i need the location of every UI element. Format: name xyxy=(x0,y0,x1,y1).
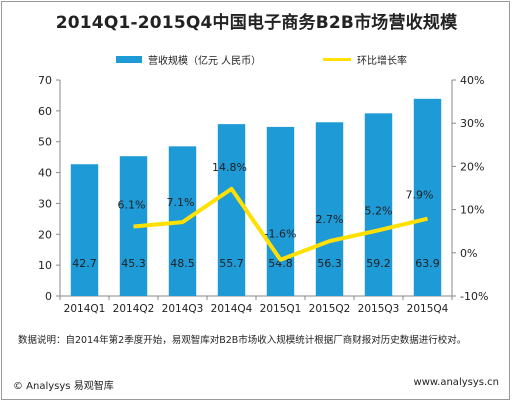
y-right-tick-label: -10% xyxy=(460,290,488,303)
bar-value-label: 48.5 xyxy=(170,257,195,270)
bar-value-label: 55.7 xyxy=(219,257,244,270)
growth-value-label: 7.1% xyxy=(167,196,195,209)
legend-item-growth: 环比增长率 xyxy=(323,52,407,67)
growth-value-label: -1.6% xyxy=(265,228,297,241)
y-left-tick-label: 10 xyxy=(38,259,52,272)
bar-2014Q1 xyxy=(70,164,99,296)
bar-2014Q4 xyxy=(217,124,246,296)
legend-label-revenue: 营收规模（亿元 人民币） xyxy=(148,56,262,67)
growth-value-label: 6.1% xyxy=(118,198,146,211)
x-tick-label: 2014Q4 xyxy=(211,303,253,315)
growth-value-label: 2.7% xyxy=(316,213,344,226)
footer-website: www.analysys.cn xyxy=(413,377,499,388)
bar-value-label: 42.7 xyxy=(72,257,97,270)
bar-value-label: 56.3 xyxy=(317,257,342,270)
bar-2015Q1 xyxy=(266,126,295,296)
bar-2015Q4 xyxy=(413,98,442,296)
bar-value-label: 45.3 xyxy=(121,257,146,270)
y-left-tick-label: 70 xyxy=(38,74,52,87)
y-left-tick-label: 20 xyxy=(38,228,52,241)
y-right-tick-label: 30% xyxy=(460,117,484,130)
y-left-tick-label: 0 xyxy=(45,290,52,303)
legend-swatch-line xyxy=(323,58,351,61)
x-tick-label: 2014Q1 xyxy=(64,303,106,315)
y-left-tick-label: 40 xyxy=(38,167,52,180)
x-tick-label: 2015Q4 xyxy=(407,303,449,315)
y-right-tick-label: 0% xyxy=(460,247,477,260)
x-tick-label: 2014Q3 xyxy=(162,303,204,315)
bar-value-label: 63.9 xyxy=(415,257,440,270)
bar-value-label: 54.8 xyxy=(268,257,293,270)
y-right-tick-label: 20% xyxy=(460,160,484,173)
bar-value-label: 59.2 xyxy=(366,257,391,270)
growth-rate-line xyxy=(133,186,428,262)
y-left-tick-label: 50 xyxy=(38,136,52,149)
footer-copyright: © Analysys 易观智库 xyxy=(13,381,114,392)
x-tick-label: 2015Q1 xyxy=(260,303,302,315)
growth-value-label: 14.8% xyxy=(212,161,247,174)
y-right-tick-label: 40% xyxy=(460,74,484,87)
bar-2015Q3 xyxy=(364,113,393,296)
x-tick-label: 2014Q2 xyxy=(113,303,155,315)
x-tick-label: 2015Q2 xyxy=(309,303,351,315)
x-tick-label: 2015Q3 xyxy=(358,303,400,315)
legend-item-revenue: 营收规模（亿元 人民币） xyxy=(116,52,261,67)
legend-label-growth: 环比增长率 xyxy=(357,56,407,67)
legend-swatch-bar xyxy=(116,56,142,63)
y-left-tick-label: 60 xyxy=(38,105,52,118)
growth-value-label: 5.2% xyxy=(365,204,393,217)
y-right-tick-label: 10% xyxy=(460,204,484,217)
chart-title: 2014Q1-2015Q4中国电子商务B2B市场营收规模 xyxy=(55,13,458,33)
bar-2015Q2 xyxy=(315,122,344,296)
growth-value-label: 7.9% xyxy=(406,189,434,202)
data-note: 数据说明：自2014年第2季度开始，易观智库对B2B市场收入规模统计根据厂商财报… xyxy=(18,335,467,346)
y-left-tick-label: 30 xyxy=(38,197,52,210)
